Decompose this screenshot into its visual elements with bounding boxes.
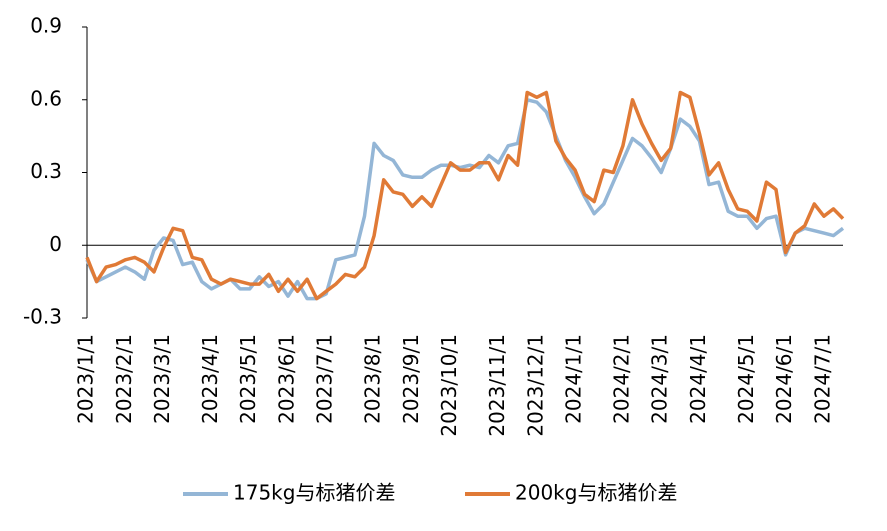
x-tick-label: 2023/3/1 — [150, 334, 174, 424]
y-tick-label: 0.6 — [30, 86, 62, 110]
x-tick-label: 2023/2/1 — [112, 334, 136, 424]
legend-label: 175kg与标猪价差 — [233, 481, 395, 505]
x-tick-label: 2024/4/1 — [686, 334, 710, 424]
x-tick-label: 2023/11/1 — [485, 334, 509, 437]
x-tick-label: 2024/3/1 — [648, 334, 672, 424]
y-tick-label: -0.3 — [23, 305, 62, 329]
y-tick-label: 0.3 — [30, 159, 62, 183]
x-tick-label: 2023/9/1 — [399, 334, 423, 424]
y-tick-label: 0 — [49, 232, 62, 256]
y-tick-label: 0.9 — [30, 14, 62, 38]
x-tick-label: 2023/6/1 — [274, 334, 298, 424]
x-tick-label: 2023/12/1 — [523, 334, 547, 437]
x-tick-label: 2024/2/1 — [609, 334, 633, 424]
x-tick-label: 2023/4/1 — [198, 334, 222, 424]
x-tick-label: 2024/6/1 — [772, 334, 796, 424]
x-tick-label: 2024/1/1 — [562, 334, 586, 424]
x-tick-label: 2023/10/1 — [437, 334, 461, 437]
series-line — [85, 98, 845, 301]
legend-label: 200kg与标猪价差 — [515, 481, 677, 505]
x-tick-label: 2024/5/1 — [734, 334, 758, 424]
x-tick-label: 2023/7/1 — [313, 334, 337, 424]
x-tick-label: 2023/5/1 — [236, 334, 260, 424]
x-tick-label: 2024/7/1 — [810, 334, 834, 424]
series-line — [85, 90, 845, 301]
x-tick-label: 2023/8/1 — [361, 334, 385, 424]
x-tick-label: 2023/1/1 — [74, 334, 98, 424]
